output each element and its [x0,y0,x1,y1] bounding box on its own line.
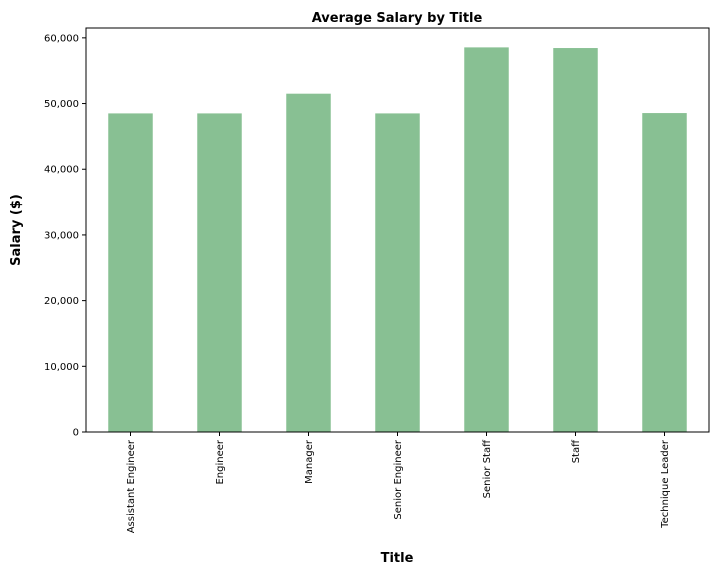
x-tick-label: Senior Staff [482,439,493,498]
x-tick-label: Manager [304,439,315,484]
bar-senior-staff [464,47,509,432]
x-tick-label: Technique Leader [660,439,671,529]
x-tick-label: Assistant Engineer [126,439,137,533]
y-tick-label: 0 [73,428,79,439]
y-axis-title: Salary ($) [9,194,24,266]
bars-group [108,47,687,433]
y-tick-label: 20,000 [44,296,79,307]
plot-frame [85,27,710,433]
x-axis: Assistant Engineer Engineer Manager Senior … [126,432,671,533]
y-tick-label: 40,000 [44,165,79,176]
bar-technique-leader [642,113,687,432]
bar-assistant-engineer [108,113,153,433]
bar-manager [286,93,331,432]
x-tick-label: Staff [571,439,582,463]
x-tick-label: Engineer [215,439,226,484]
bar-senior-engineer [375,113,420,433]
y-tick-label: 50,000 [44,99,79,110]
bar-staff [553,48,598,432]
x-axis-title: Title [381,551,414,566]
chart-title: Average Salary by Title [312,11,483,26]
y-tick-label: 10,000 [44,362,79,373]
y-tick-label: 30,000 [44,230,79,241]
bar-engineer [197,113,242,433]
y-tick-label: 60,000 [44,33,79,44]
x-tick-label: Senior Engineer [393,439,404,519]
y-axis: 0 10,000 20,000 30,000 40,000 50,000 60,000 [44,33,86,439]
